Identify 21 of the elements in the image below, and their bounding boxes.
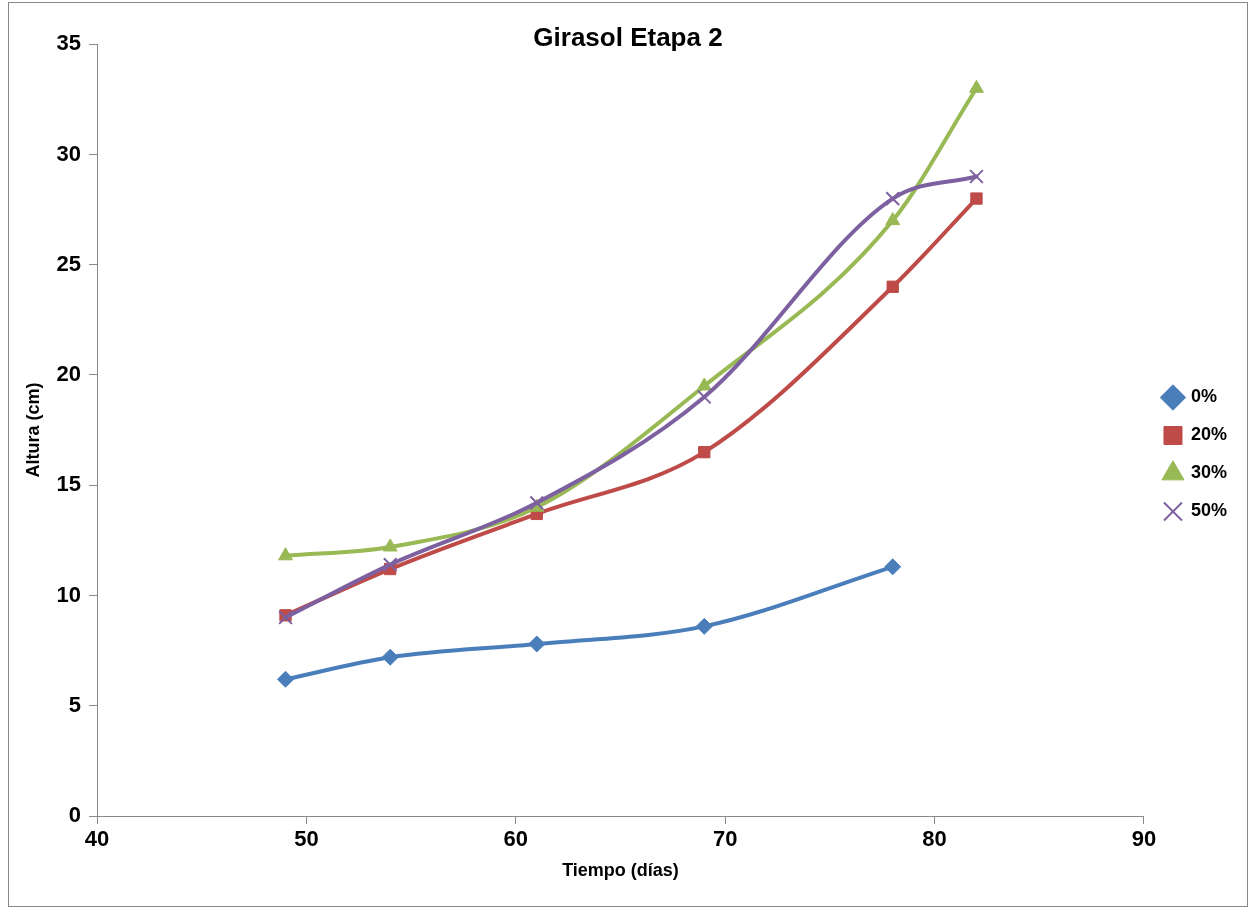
y-tick-label: 5	[68, 691, 82, 717]
y-tick-label: 10	[56, 581, 82, 607]
legend-label: 20%	[1190, 424, 1227, 445]
y-tick-label: 0	[68, 802, 82, 828]
chart-title: Girasol Etapa 2	[533, 21, 723, 52]
legend-label: 30%	[1190, 462, 1227, 483]
x-axis-title: Tiempo (días)	[562, 860, 679, 881]
y-tick-label: 20	[56, 361, 82, 387]
y-tick-label: 15	[56, 471, 82, 497]
x-tick-label: 90	[1131, 826, 1157, 852]
x-tick-label: 50	[294, 826, 319, 852]
x-tick-label: 70	[712, 826, 738, 852]
x-tick-label: 40	[84, 826, 110, 852]
legend-label: 0%	[1190, 386, 1217, 407]
y-tick-label: 25	[56, 250, 82, 276]
legend-label: 50%	[1190, 500, 1227, 521]
y-tick-label: 35	[56, 30, 82, 56]
y-axis-title: Altura (cm)	[22, 382, 43, 478]
x-tick-label: 80	[922, 826, 947, 852]
x-tick-label: 60	[503, 826, 529, 852]
y-tick-label: 30	[56, 140, 82, 166]
